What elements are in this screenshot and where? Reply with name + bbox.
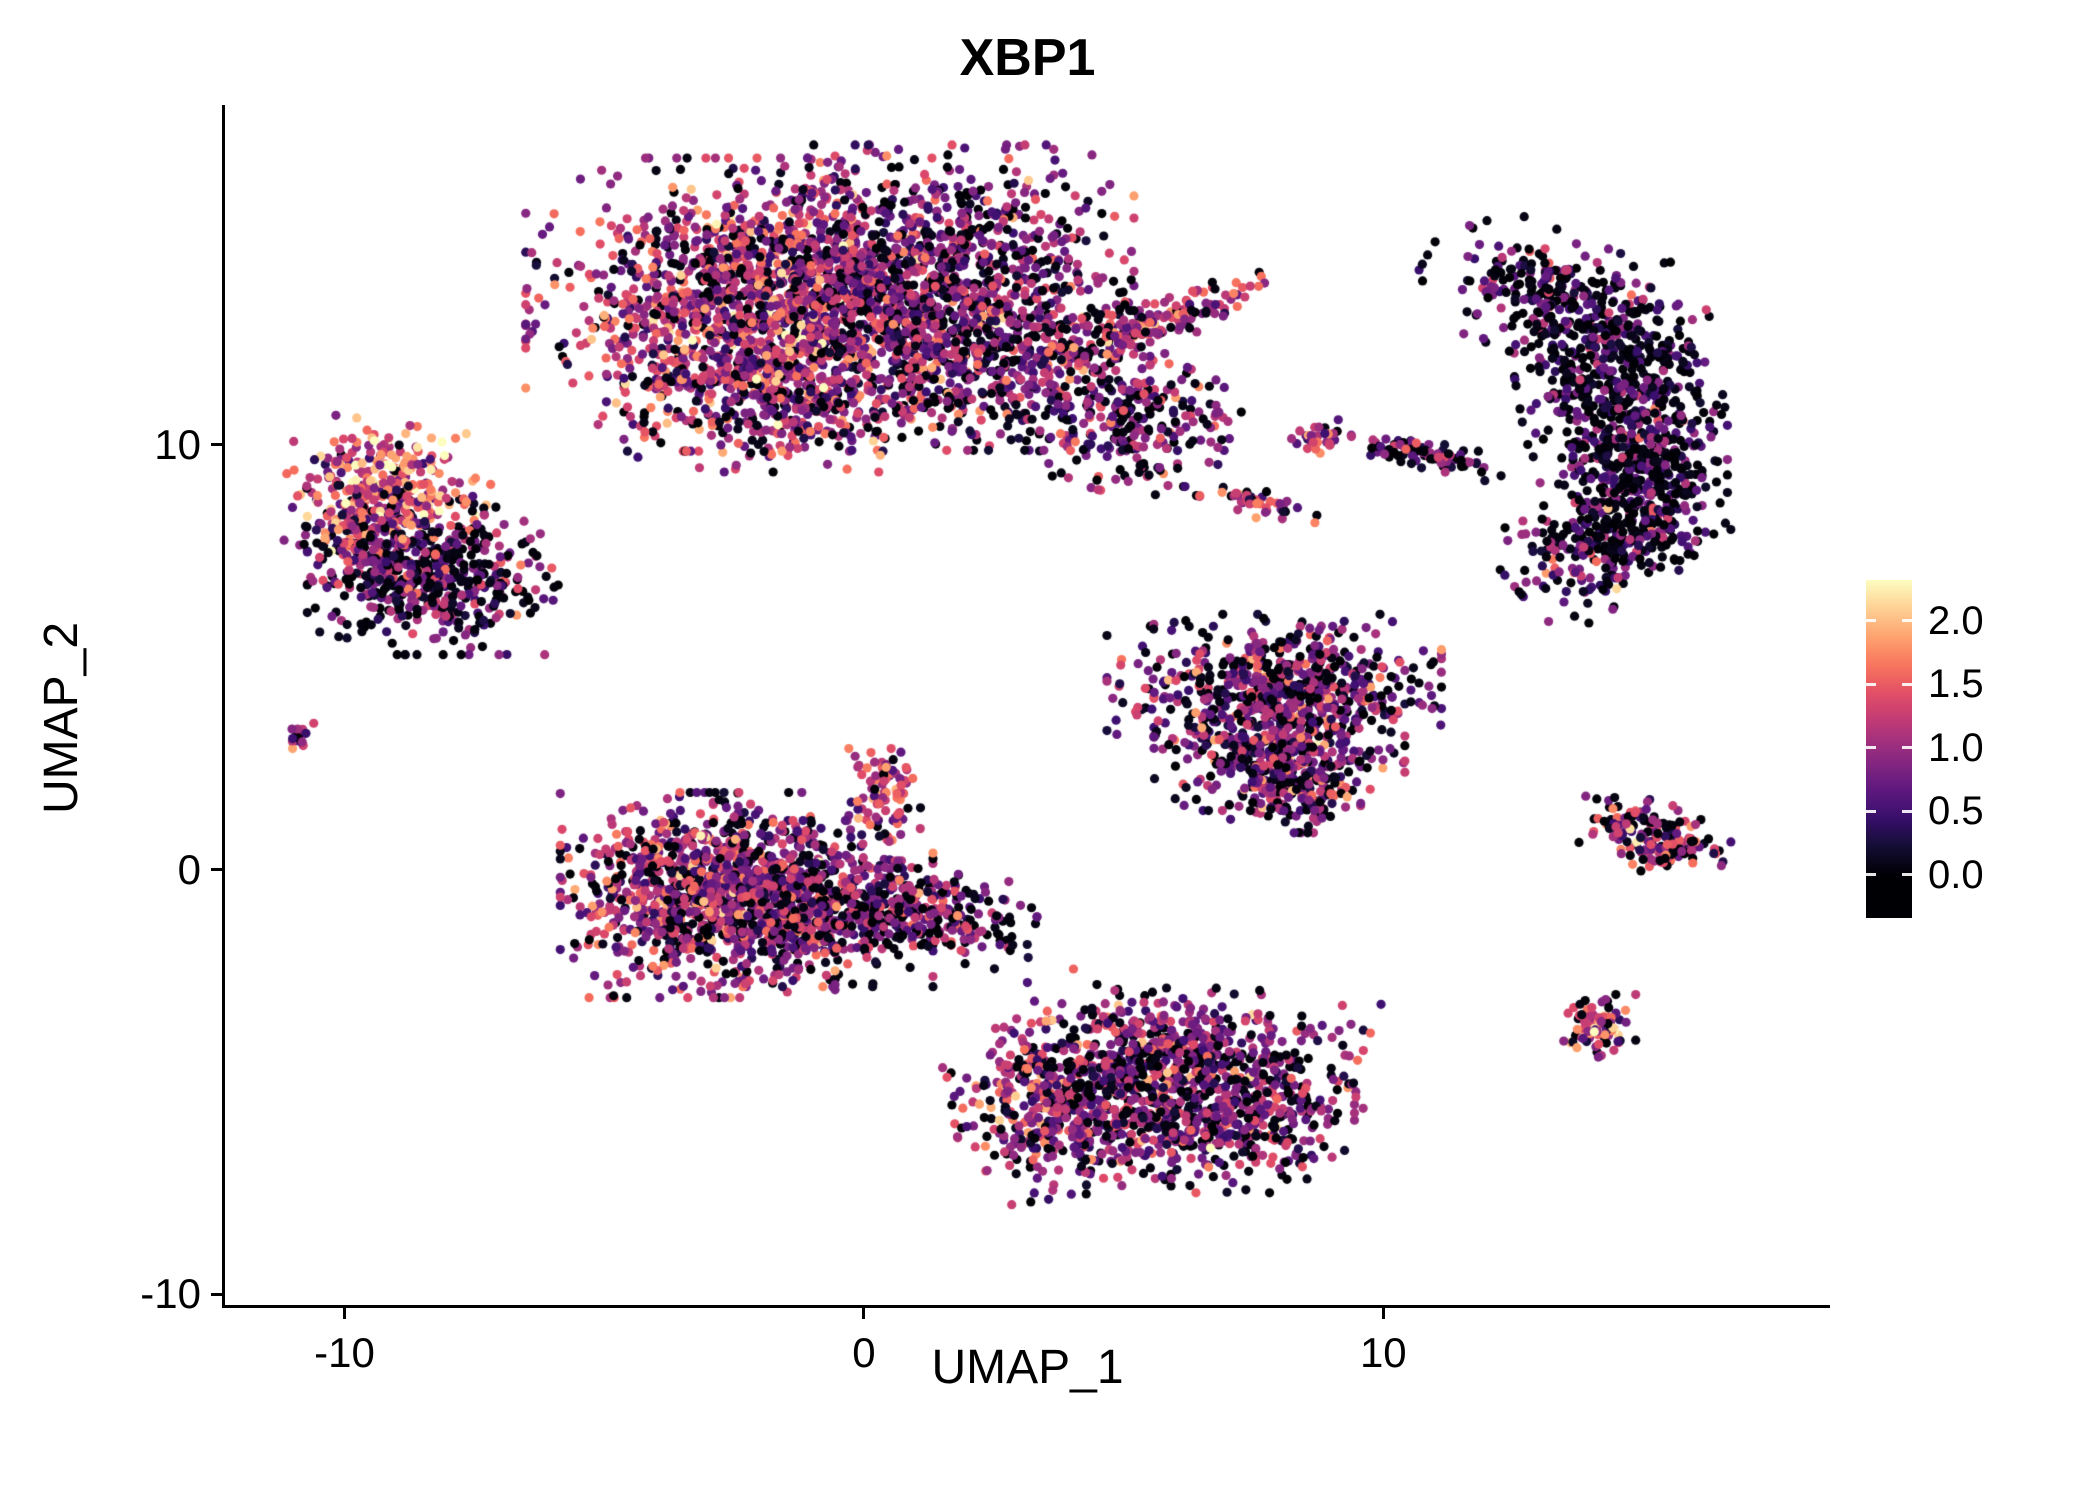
x-tick-label: 0 [852,1329,876,1376]
x-tick-mark [862,1305,866,1319]
y-axis-line [222,105,225,1308]
colorbar-tick-label: 0.5 [1928,789,1984,834]
scatter-canvas [225,105,1830,1305]
plot-title: XBP1 [959,29,1096,87]
x-tick-label: -10 [314,1329,375,1376]
x-tick-label: 10 [1359,1329,1407,1376]
colorbar-tick-mark [1902,873,1912,877]
colorbar-tick-mark [1902,746,1912,750]
x-axis-label: UMAP_1 [931,1341,1124,1394]
y-tick-mark [211,443,225,447]
y-axis-label: UMAP_2 [35,621,88,815]
colorbar-tick-mark [1866,809,1876,813]
colorbar-tick-mark [1902,809,1912,813]
colorbar-tick-mark [1866,746,1876,750]
colorbar-tick-label: 0.0 [1928,852,1984,897]
plot-panel [225,105,1830,1305]
colorbar-tick-mark [1902,619,1912,623]
y-tick-label: 0 [177,845,201,893]
y-tick-mark [211,868,225,872]
colorbar-tick-mark [1866,873,1876,877]
x-tick-mark [342,1305,346,1319]
y-tick-mark [211,1292,225,1296]
x-tick-mark [1381,1305,1385,1319]
colorbar-tick-mark [1902,682,1912,686]
colorbar-tick-mark [1866,619,1876,623]
colorbar-legend: 2.0 1.5 1.0 0.5 0.0 [1866,580,2026,918]
y-tick-label: 10 [154,420,201,468]
colorbar-tick-label: 1.5 [1928,662,1984,707]
colorbar-tick-label: 1.0 [1928,725,1984,770]
colorbar-tick-mark [1866,682,1876,686]
y-tick-label: -10 [140,1270,201,1318]
x-axis-line [222,1305,1830,1308]
colorbar-tick-label: 2.0 [1928,598,1984,643]
